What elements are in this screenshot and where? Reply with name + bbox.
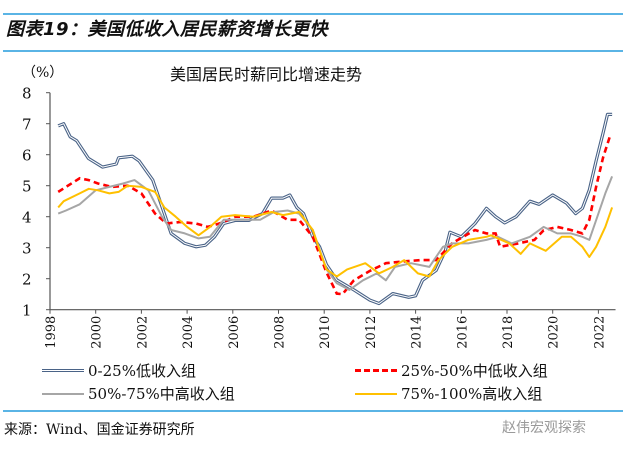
series-line-0-inner xyxy=(58,113,613,304)
legend-item-75-100: 75%-100%高收入组 xyxy=(355,383,542,404)
footer-rule xyxy=(3,410,623,412)
y-tick-label: 2 xyxy=(22,271,32,289)
x-tick-label: 2004 xyxy=(181,316,196,349)
legend-swatch xyxy=(42,369,84,372)
title-rule xyxy=(3,50,623,52)
y-tick-label: 7 xyxy=(22,116,32,134)
series-line-3 xyxy=(57,184,614,278)
legend-item-50-75: 50%-75%中高收入组 xyxy=(42,383,235,404)
series-line-1 xyxy=(57,136,612,296)
x-tick-label: 2016 xyxy=(455,316,470,349)
legend-label: 50%-75%中高收入组 xyxy=(88,385,235,403)
chart-title: 美国居民时薪同比增速走势 xyxy=(170,65,363,84)
y-tick-label: 6 xyxy=(22,147,32,165)
legend-swatch xyxy=(355,369,397,372)
source-note: 来源：Wind、国金证券研究所 xyxy=(4,422,195,438)
y-tick-label: 3 xyxy=(22,240,32,258)
x-tick-label: 2002 xyxy=(135,316,150,349)
y-tick-label: 1 xyxy=(22,302,32,320)
x-tick-label: 2020 xyxy=(547,316,562,349)
watermark: 赵伟宏观探索 xyxy=(502,420,586,436)
x-tick-label: 1998 xyxy=(44,316,59,349)
x-tick-label: 2008 xyxy=(273,316,288,349)
x-tick-label: 2012 xyxy=(364,316,379,349)
x-tick-label: 2022 xyxy=(592,316,607,349)
x-tick-label: 2006 xyxy=(227,316,242,349)
series-line-2 xyxy=(57,176,614,291)
legend-item-0-25: 0-25%低收入组 xyxy=(42,360,196,381)
y-tick-label: 8 xyxy=(22,85,32,103)
x-tick-label: 2018 xyxy=(501,316,516,349)
x-tick-label: 2014 xyxy=(410,316,425,349)
legend-label: 25%-50%中低收入组 xyxy=(401,362,548,380)
top-rule xyxy=(3,13,623,15)
legend-label: 0-25%低收入组 xyxy=(88,362,196,380)
legend-swatch xyxy=(42,392,84,395)
figure-title: 图表19：美国低收入居民薪资增长更快 xyxy=(6,19,329,40)
legend-swatch xyxy=(355,392,397,395)
series-line-0-hit xyxy=(58,114,612,303)
legend-label: 75%-100%高收入组 xyxy=(401,385,543,403)
x-tick-label: 2000 xyxy=(90,316,105,349)
y-tick-label: 4 xyxy=(22,209,32,227)
legend-item-25-50: 25%-50%中低收入组 xyxy=(355,360,548,381)
y-tick-label: 5 xyxy=(22,178,32,196)
y-axis-unit: （%） xyxy=(22,65,64,81)
x-tick-label: 2010 xyxy=(318,316,333,349)
